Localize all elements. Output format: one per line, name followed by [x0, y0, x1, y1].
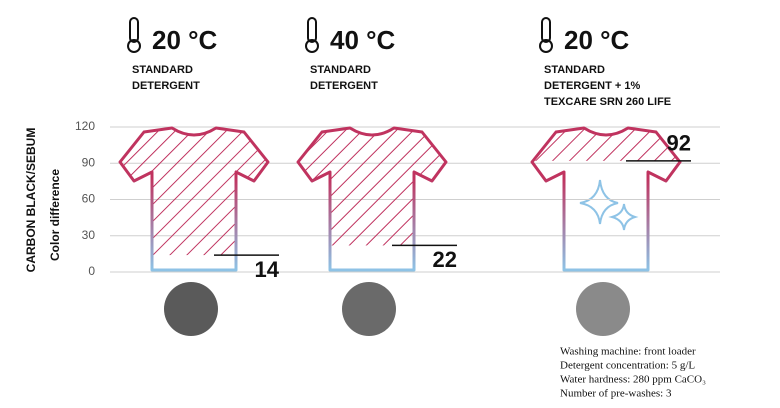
sparkles — [579, 179, 639, 231]
y-tick-label: 60 — [82, 192, 96, 206]
note: Washing machine: front loader — [560, 346, 696, 358]
value-label: 14 — [255, 257, 280, 282]
fabric-swatch — [342, 282, 396, 336]
condition-label: STANDARD — [132, 64, 193, 76]
y-axis-subtitle: Color difference — [48, 169, 62, 261]
thermometer-tube — [307, 17, 317, 43]
fabric-swatch — [576, 282, 630, 336]
y-tick-label: 90 — [82, 155, 96, 169]
condition-label: STANDARD — [544, 64, 605, 76]
thermometer-icon — [127, 17, 141, 53]
y-tick-label: 120 — [75, 119, 95, 133]
temperature: 40 °C — [330, 25, 396, 55]
thermometer-tube — [129, 17, 139, 43]
note: Number of pre-washes: 3 — [560, 388, 672, 400]
thermometer-icon — [305, 17, 319, 53]
note: Water hardness: 280 ppm CaCO₃ — [560, 374, 706, 386]
condition-label: DETERGENT + 1% — [544, 80, 640, 92]
value-label: 22 — [433, 247, 457, 272]
condition-label: DETERGENT — [310, 80, 378, 92]
bar — [532, 128, 680, 161]
shirt-outline — [530, 126, 682, 272]
condition-label: TEXCARE SRN 260 LIFE — [544, 96, 671, 108]
thermometer-icon — [539, 17, 553, 53]
y-tick-label: 30 — [82, 228, 96, 242]
temperature: 20 °C — [564, 25, 630, 55]
bar — [298, 128, 446, 246]
y-axis-title: CARBON BLACK/SEBUM — [24, 128, 38, 273]
condition-label: DETERGENT — [132, 80, 200, 92]
temperature: 20 °C — [152, 25, 218, 55]
thermometer-bulb — [539, 39, 553, 53]
condition-label: STANDARD — [310, 64, 371, 76]
y-tick-label: 0 — [88, 264, 95, 278]
shirt-outline — [296, 126, 448, 272]
fabric-swatch — [164, 282, 218, 336]
value-label: 92 — [667, 131, 691, 156]
thermometer-bulb — [127, 39, 141, 53]
note: Detergent concentration: 5 g/L — [560, 360, 695, 372]
thermometer-tube — [541, 17, 551, 43]
thermometer-bulb — [305, 39, 319, 53]
shirt-outline — [118, 126, 270, 272]
